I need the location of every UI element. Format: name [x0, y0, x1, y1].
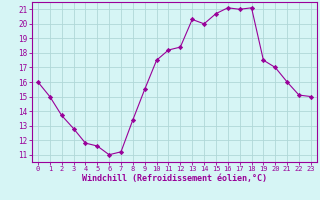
- X-axis label: Windchill (Refroidissement éolien,°C): Windchill (Refroidissement éolien,°C): [82, 174, 267, 183]
